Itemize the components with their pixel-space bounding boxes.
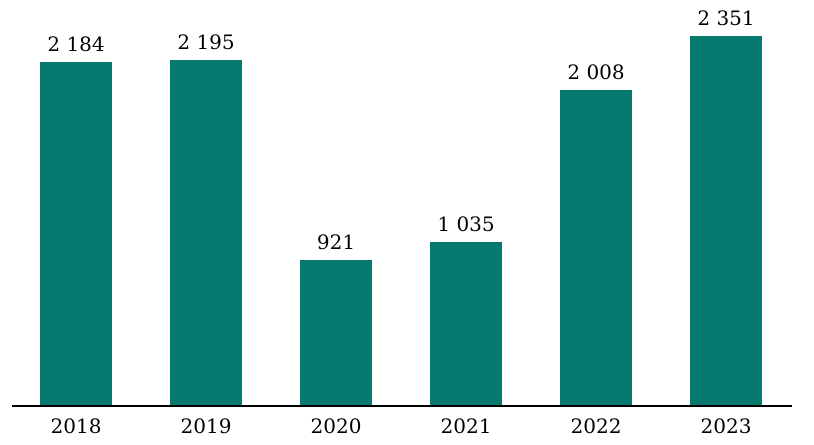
x-axis-tick-label: 2019 — [180, 414, 232, 438]
x-axis-line — [12, 405, 792, 407]
bar-group-2019: 2 195 2019 — [170, 30, 242, 438]
x-axis-tick-label: 2023 — [700, 414, 752, 438]
bar-value-label: 2 184 — [47, 32, 105, 56]
x-axis-tick-label: 2021 — [440, 414, 492, 438]
bar-group-2021: 1 035 2021 — [430, 212, 502, 438]
bar-2019 — [170, 60, 242, 405]
x-axis-tick-label: 2020 — [310, 414, 362, 438]
bar-value-label: 2 195 — [177, 30, 235, 54]
bar-2023 — [690, 36, 762, 405]
x-axis-tick-label: 2018 — [50, 414, 102, 438]
bar-2021 — [430, 242, 502, 405]
x-axis-tick-label: 2022 — [570, 414, 622, 438]
bar-2020 — [300, 260, 372, 405]
bar-group-2022: 2 008 2022 — [560, 60, 632, 438]
bar-2022 — [560, 90, 632, 405]
bar-value-label: 1 035 — [437, 212, 495, 236]
bar-2018 — [40, 62, 112, 405]
bar-value-label: 2 351 — [697, 6, 755, 30]
bar-group-2020: 921 2020 — [300, 230, 372, 438]
bar-value-label: 921 — [316, 230, 356, 254]
bar-value-label: 2 008 — [567, 60, 625, 84]
bar-group-2023: 2 351 2023 — [690, 6, 762, 438]
bar-group-2018: 2 184 2018 — [40, 32, 112, 438]
